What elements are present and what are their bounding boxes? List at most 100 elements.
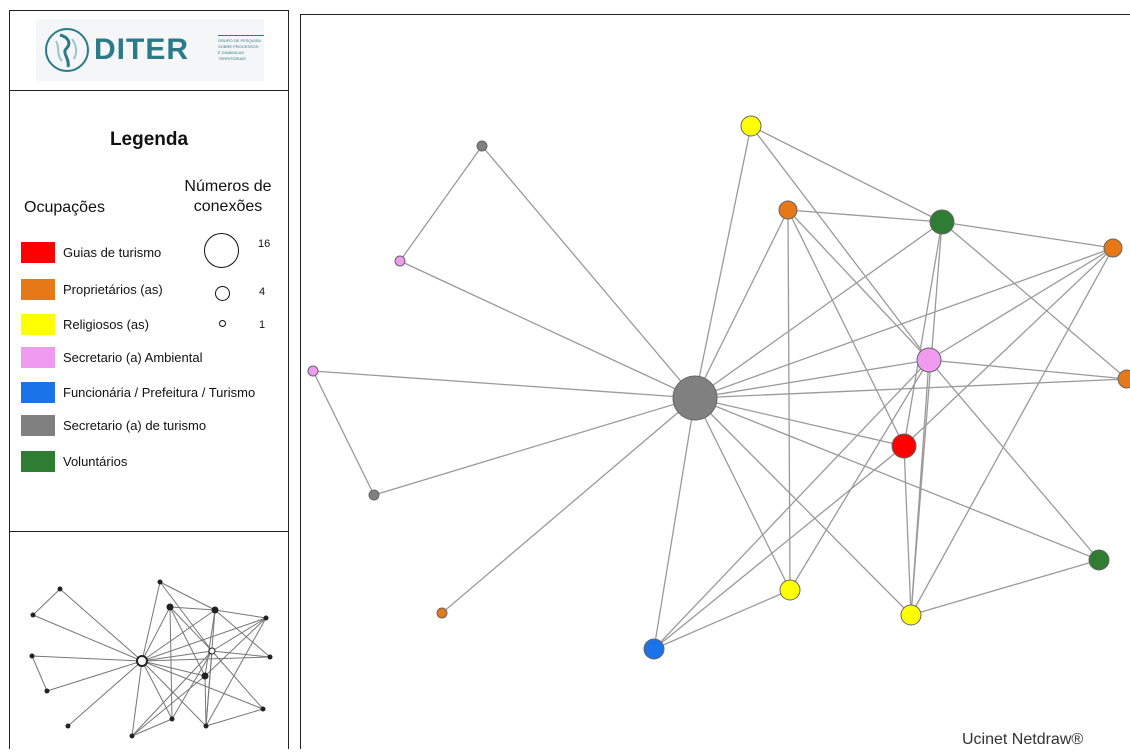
network-edge	[373, 397, 696, 496]
network-edge	[32, 614, 143, 662]
network-edge	[67, 660, 143, 727]
network-edge	[141, 609, 216, 662]
network-edge	[211, 650, 271, 658]
network-edge	[159, 581, 216, 611]
network-node-yellow-mid	[779, 579, 801, 601]
size-label-large: 16	[258, 238, 271, 250]
network-edge	[131, 660, 143, 737]
size-circle-medium	[215, 286, 230, 301]
network-node-orange-right2	[1117, 369, 1130, 389]
network-edge	[141, 617, 267, 662]
network-panel	[300, 14, 1130, 749]
network-node-pink-b	[307, 365, 319, 377]
legend-swatch	[21, 242, 55, 263]
network-edge	[204, 609, 216, 677]
network-edge	[750, 125, 930, 361]
network-edge	[399, 260, 696, 399]
legend-item-label: Secretario (a) Ambiental	[63, 350, 203, 365]
network-node-orange-right1	[263, 615, 269, 621]
network-edge	[941, 221, 1128, 380]
network-edge	[169, 606, 213, 652]
network-edge	[31, 655, 143, 662]
network-edge	[171, 650, 213, 720]
diter-logo: DITER GRUPO DE PESQUISA SOBRE PROCESSOS …	[36, 19, 264, 81]
network-edge	[214, 609, 271, 658]
network-edge	[141, 660, 206, 677]
network-edge	[903, 445, 912, 616]
network-edge	[169, 606, 216, 611]
network-edge	[653, 359, 930, 650]
network-edge	[694, 359, 930, 399]
network-edge	[694, 378, 1128, 399]
legend-swatch	[21, 314, 55, 335]
network-node-pink-big	[208, 647, 216, 655]
network-edge	[141, 581, 161, 662]
network-edge	[653, 445, 905, 650]
legend-item-label: Guias de turismo	[63, 245, 162, 260]
size-label-small: 1	[259, 319, 266, 331]
legend-item-label: Voluntários	[63, 454, 128, 469]
network-node-green-bot	[1088, 549, 1110, 571]
network-edge	[928, 359, 1100, 561]
network-node-green-top	[929, 209, 955, 235]
network-edge	[131, 675, 206, 737]
network-edge	[694, 397, 791, 591]
network-edge	[750, 125, 943, 223]
network-edge	[159, 581, 213, 652]
network-node-gray-low	[44, 688, 50, 694]
network-edge	[941, 221, 1114, 249]
network-edge	[131, 718, 173, 737]
network-edge	[312, 370, 696, 399]
network-edge	[787, 209, 905, 447]
network-edge	[694, 397, 912, 616]
network-node-pink-a	[394, 255, 406, 267]
network-edge	[214, 609, 267, 619]
network-edge	[910, 359, 930, 616]
network-edge	[131, 650, 213, 737]
network-node-hub	[672, 375, 718, 421]
network-node-orange-right1	[1103, 238, 1123, 258]
network-edge	[694, 397, 905, 447]
network-edge	[46, 660, 143, 692]
network-edge	[903, 247, 1114, 447]
ucinet-watermark: Ucinet Netdraw®	[962, 731, 1084, 748]
network-edge	[205, 617, 267, 727]
network-node-orange-1	[166, 603, 174, 611]
legend-item-label: Secretario (a) de turismo	[63, 418, 207, 433]
occupations-heading: Ocupações	[24, 199, 105, 216]
size-label-medium: 4	[259, 286, 266, 298]
network-node-gray-top	[30, 612, 36, 618]
network-edge	[928, 247, 1114, 361]
network-edge	[211, 617, 267, 652]
network-node-blue	[643, 638, 665, 660]
network-edge	[910, 559, 1100, 616]
network-edge	[312, 370, 375, 496]
network-edge	[205, 708, 264, 727]
network-edge	[141, 606, 171, 662]
network-node-yellow-bot	[203, 723, 209, 729]
network-edge	[694, 209, 789, 399]
network-node-yellow-top	[157, 579, 163, 585]
network-edge	[787, 209, 930, 361]
size-circle-small	[219, 320, 226, 327]
legend-title: Legenda	[109, 129, 189, 150]
network-node-red	[891, 433, 917, 459]
left-panel: DITER GRUPO DE PESQUISA SOBRE PROCESSOS …	[9, 10, 289, 749]
network-edge	[481, 145, 696, 399]
network-edge	[31, 655, 48, 692]
network-edge	[169, 606, 173, 720]
network-edge	[653, 589, 791, 650]
legend: Legenda Ocupações Números de conexões Gu…	[10, 91, 288, 532]
network-node-red	[201, 672, 209, 680]
logo-box: DITER GRUPO DE PESQUISA SOBRE PROCESSOS …	[10, 11, 288, 91]
network-edge	[32, 588, 61, 616]
network-edge	[205, 650, 213, 727]
network-node-orange-1	[778, 200, 798, 220]
logo-text: DITER	[94, 33, 189, 66]
network-node-pink-b	[29, 653, 35, 659]
network-edge	[59, 588, 143, 662]
network-edge	[787, 209, 791, 591]
mini-network-svg	[29, 579, 273, 739]
legend-item-label: Religiosos (as)	[63, 317, 149, 332]
network-edge	[910, 247, 1114, 616]
